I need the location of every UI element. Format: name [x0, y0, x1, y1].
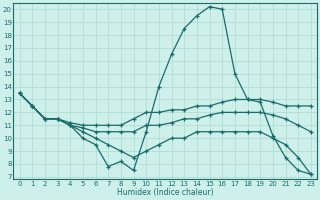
X-axis label: Humidex (Indice chaleur): Humidex (Indice chaleur) — [117, 188, 213, 197]
